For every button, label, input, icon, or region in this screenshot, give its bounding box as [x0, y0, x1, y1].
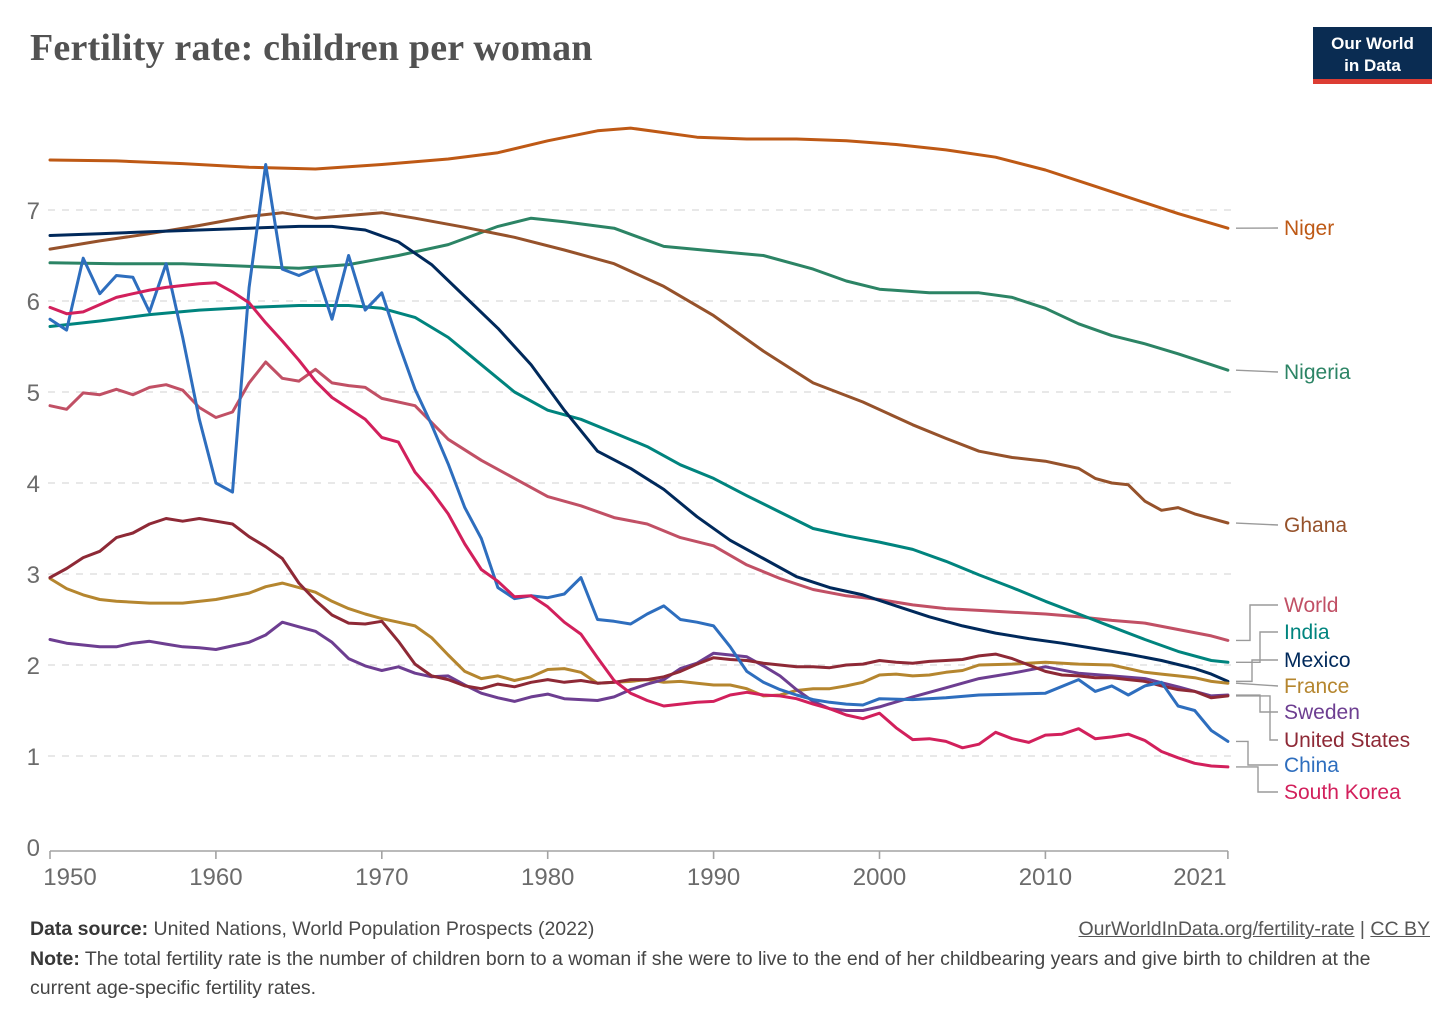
y-tick-label-4: 4	[27, 471, 40, 498]
x-tick-label-1980: 1980	[521, 864, 574, 891]
x-tick-label-1990: 1990	[687, 864, 740, 891]
label-connector-india	[1236, 631, 1278, 663]
series-label-mexico[interactable]: Mexico	[1284, 649, 1351, 672]
chart-note: Note: The total fertility rate is the nu…	[30, 945, 1430, 1003]
note-label: Note:	[30, 948, 80, 970]
y-tick-label-0: 0	[27, 835, 40, 862]
line-south-korea	[48, 281, 1230, 769]
x-tick-label-1960: 1960	[189, 864, 242, 891]
owid-url-link[interactable]: OurWorldInData.org/fertility-rate	[1078, 918, 1355, 940]
page-title: Fertility rate: children per woman	[30, 27, 593, 69]
series-label-china[interactable]: China	[1284, 754, 1339, 777]
label-connector-nigeria	[1235, 369, 1279, 373]
line-mexico	[48, 224, 1230, 683]
series-label-united-states[interactable]: United States	[1284, 729, 1410, 752]
y-tick-label-3: 3	[27, 562, 40, 589]
label-connector-world	[1236, 604, 1278, 642]
series-label-world[interactable]: World	[1284, 594, 1338, 617]
link-separator: |	[1354, 918, 1371, 940]
series-label-ghana[interactable]: Ghana	[1284, 514, 1347, 537]
line-nigeria	[48, 216, 1230, 372]
x-tick-label-1970: 1970	[355, 864, 408, 891]
note-text: The total fertility rate is the number o…	[30, 948, 1371, 999]
x-tick-label-2021: 2021	[1173, 864, 1226, 891]
line-world	[48, 360, 1230, 642]
data-source-text: United Nations, World Population Prospec…	[148, 918, 595, 940]
series-label-france[interactable]: France	[1284, 675, 1349, 698]
line-china	[48, 163, 1230, 743]
owid-logo-line1: Our World	[1331, 34, 1414, 53]
owid-logo-line2: in Data	[1344, 56, 1401, 75]
line-india	[48, 304, 1230, 664]
label-connector-sweden	[1236, 694, 1278, 713]
y-tick-label-7: 7	[27, 198, 40, 225]
series-label-south-korea[interactable]: South Korea	[1284, 781, 1401, 804]
y-tick-label-2: 2	[27, 653, 40, 680]
label-connector-united-states	[1236, 695, 1278, 741]
label-connector-mexico	[1236, 659, 1278, 683]
data-source-label: Data source:	[30, 918, 149, 940]
cc-by-link[interactable]: CC BY	[1370, 918, 1430, 940]
y-tick-label-1: 1	[27, 744, 40, 771]
x-tick-label-2000: 2000	[853, 864, 906, 891]
chart-footer: Data source: United Nations, World Popul…	[30, 915, 1430, 1003]
data-source: Data source: United Nations, World Popul…	[30, 915, 594, 944]
label-connector-ghana	[1235, 522, 1279, 526]
series-label-nigeria[interactable]: Nigeria	[1284, 361, 1351, 384]
x-tick-label-1950: 1950	[43, 864, 96, 891]
line-niger	[48, 126, 1230, 230]
owid-logo[interactable]: Our World in Data	[1313, 27, 1432, 84]
series-label-india[interactable]: India	[1284, 621, 1330, 644]
y-tick-label-5: 5	[27, 380, 40, 407]
series-label-niger[interactable]: Niger	[1284, 217, 1334, 240]
series-label-sweden[interactable]: Sweden	[1284, 701, 1360, 724]
label-connector-china	[1236, 740, 1278, 766]
y-tick-label-6: 6	[27, 289, 40, 316]
label-connector-france	[1235, 682, 1279, 687]
line-ghana	[48, 211, 1230, 525]
line-united-states	[48, 517, 1230, 700]
label-connector-south-korea	[1236, 766, 1278, 793]
x-tick-label-2010: 2010	[1019, 864, 1072, 891]
